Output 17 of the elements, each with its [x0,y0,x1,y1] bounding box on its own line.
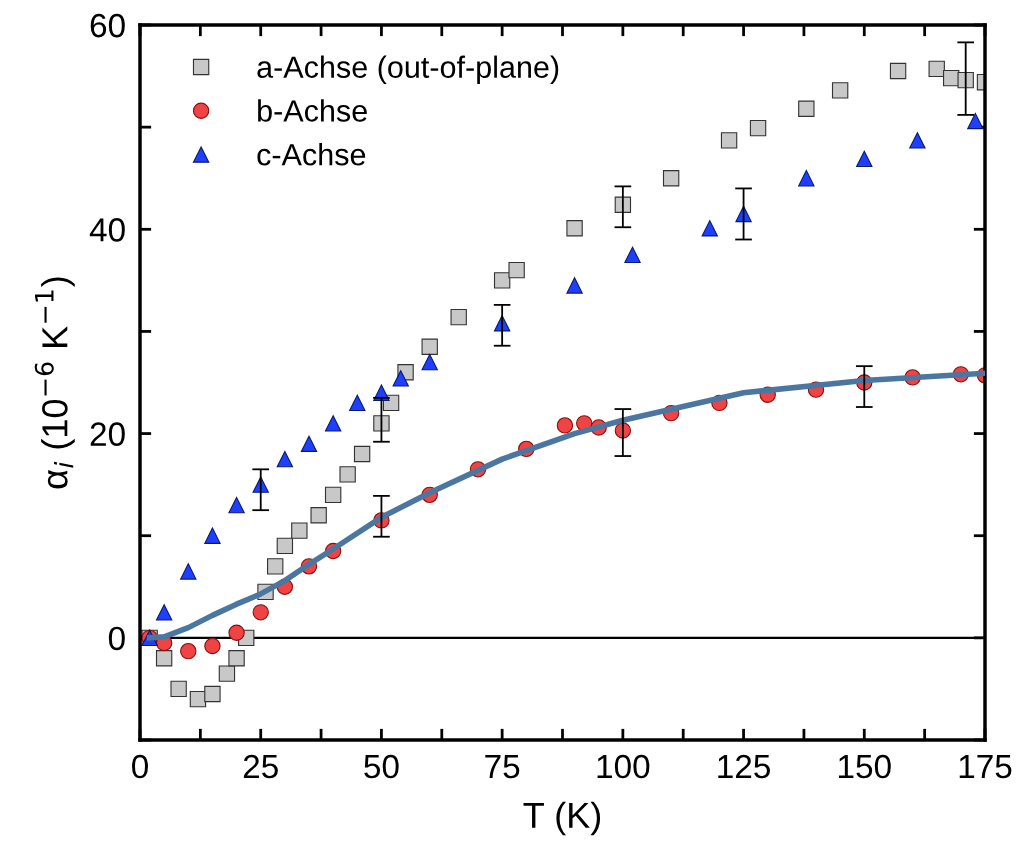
x-axis-title: T (K) [523,801,601,836]
y-tick-label: 60 [90,13,125,38]
x-tick-label: 25 [243,754,278,779]
legend-label: b-Achse [258,99,367,122]
x-tick-label: 0 [132,754,148,779]
x-tick-label: 150 [839,754,891,779]
x-tick-label: 75 [485,755,520,779]
y-tick-label: 40 [89,218,125,242]
y-tick-label: 20 [90,422,125,446]
x-tick-label: 100 [597,754,650,779]
y-axis-title: α$_{i}$ (10$^{−6}$ K$^{−1}$) [34,277,75,489]
legend-label: c-Achse [257,143,366,166]
legend-label: a-Achse (out-of-plane) [257,55,559,85]
x-tick-label: 125 [718,754,770,779]
y-tick-label: 0 [108,626,125,651]
x-tick-label: 175 [959,755,1012,779]
x-tick-label: 50 [364,754,399,779]
